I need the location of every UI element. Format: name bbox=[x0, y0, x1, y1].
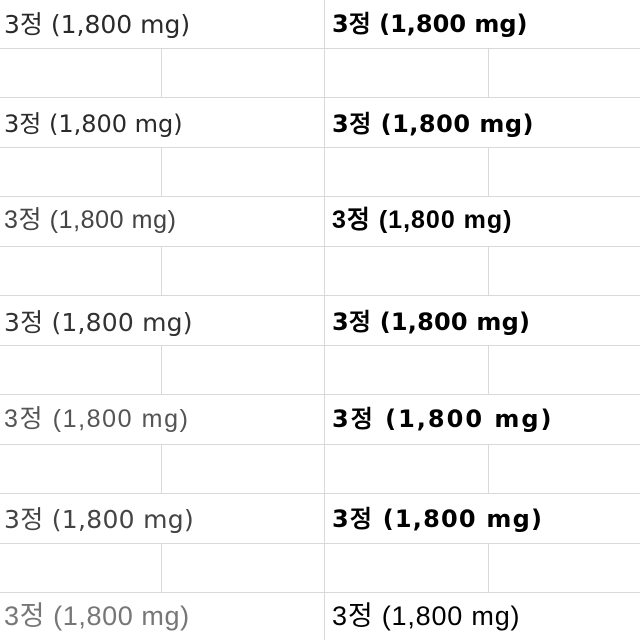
grid-line-vertical-left-spacer bbox=[161, 48, 162, 97]
dosage-cell-left: 3정 (1,800 mg) bbox=[4, 206, 177, 234]
grid-line-vertical-right-spacer bbox=[488, 246, 489, 295]
dosage-cell-right: 3정 (1,800 mg) bbox=[332, 110, 535, 138]
dosage-cell-left: 3정 (1,800 mg) bbox=[4, 308, 193, 337]
grid-line-horizontal bbox=[0, 394, 640, 395]
grid-line-horizontal bbox=[0, 196, 640, 197]
grid-line-vertical-right-spacer bbox=[488, 543, 489, 592]
grid-line-horizontal bbox=[0, 345, 640, 346]
grid-line-vertical-center bbox=[324, 0, 325, 640]
grid-line-horizontal bbox=[0, 48, 640, 49]
dosage-cell-right: 3정 (1,800 mg) bbox=[332, 405, 554, 433]
dosage-cell-right: 3정 (1,800 mg) bbox=[332, 206, 513, 234]
dosage-cell-left: 3정 (1,800 mg) bbox=[4, 601, 190, 631]
grid-line-vertical-left-spacer bbox=[161, 444, 162, 493]
dosage-cell-right: 3정 (1,800 mg) bbox=[332, 505, 544, 533]
grid-line-vertical-right-spacer bbox=[488, 345, 489, 394]
grid-line-horizontal bbox=[0, 97, 640, 98]
dosage-cell-left: 3정 (1,800 mg) bbox=[4, 505, 194, 534]
grid-line-vertical-left-spacer bbox=[161, 345, 162, 394]
grid-line-vertical-right-spacer bbox=[488, 147, 489, 196]
grid-line-horizontal bbox=[0, 444, 640, 445]
grid-line-vertical-right-spacer bbox=[488, 48, 489, 97]
grid-line-horizontal bbox=[0, 246, 640, 247]
dosage-cell-right: 3정 (1,800 mg) bbox=[332, 308, 531, 336]
grid-line-vertical-left-spacer bbox=[161, 246, 162, 295]
dosage-cell-left: 3정 (1,800 mg) bbox=[4, 10, 191, 39]
grid-line-vertical-left-spacer bbox=[161, 543, 162, 592]
grid-line-vertical-left-spacer bbox=[161, 147, 162, 196]
dosage-cell-right: 3정 (1,800 mg) bbox=[332, 601, 521, 631]
dosage-cell-left: 3정 (1,800 mg) bbox=[4, 110, 183, 138]
dosage-cell-right: 3정 (1,800 mg) bbox=[332, 10, 528, 38]
grid-line-vertical-right-spacer bbox=[488, 444, 489, 493]
grid-line-horizontal bbox=[0, 147, 640, 148]
dosage-cell-left: 3정 (1,800 mg) bbox=[4, 405, 190, 433]
grid-line-horizontal bbox=[0, 543, 640, 544]
grid-line-horizontal bbox=[0, 592, 640, 593]
grid-line-horizontal bbox=[0, 493, 640, 494]
grid-line-horizontal bbox=[0, 295, 640, 296]
